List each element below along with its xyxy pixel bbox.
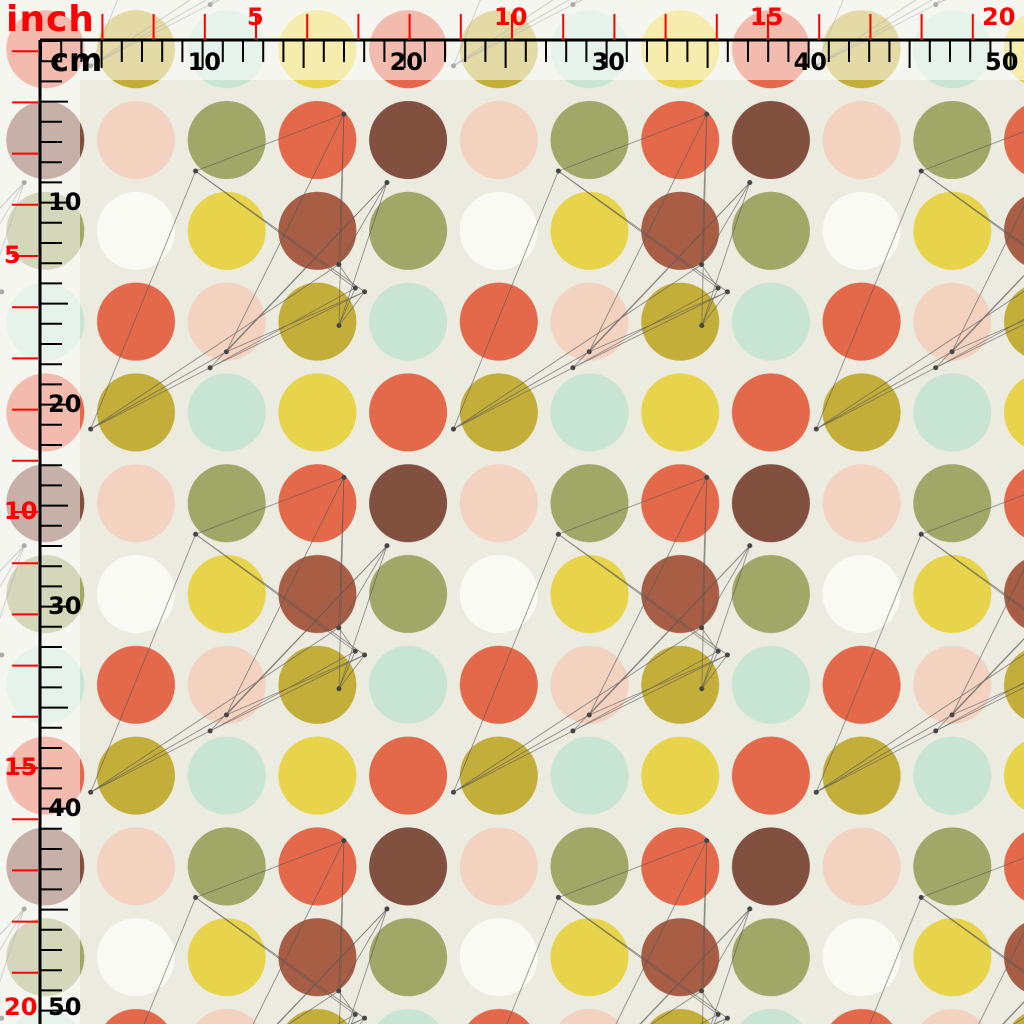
top-cm-label: 10	[187, 48, 221, 76]
top-inch-label: 5	[247, 3, 264, 31]
left-inch-label: 20	[4, 993, 38, 1021]
left-inch-label: 15	[4, 753, 38, 781]
top-cm-label: 40	[793, 48, 827, 76]
left-cm-label: 10	[48, 187, 82, 216]
left-cm-label: 20	[48, 389, 82, 418]
left-cm-label: 40	[48, 793, 82, 822]
left-inch-label: 5	[4, 241, 21, 269]
left-inch-label: 10	[4, 497, 38, 525]
top-cm-label: 50	[985, 48, 1019, 76]
left-cm-label: 50	[48, 993, 82, 1021]
inch-unit-label: inch	[6, 0, 95, 40]
left-cm-label: 30	[48, 591, 82, 620]
cm-unit-label: cm	[50, 41, 103, 79]
top-cm-label: 30	[591, 48, 625, 76]
top-inch-label: 20	[982, 3, 1016, 31]
top-inch-label: 10	[494, 3, 528, 31]
top-inch-label: 15	[750, 3, 784, 31]
top-cm-label: 20	[389, 48, 423, 76]
